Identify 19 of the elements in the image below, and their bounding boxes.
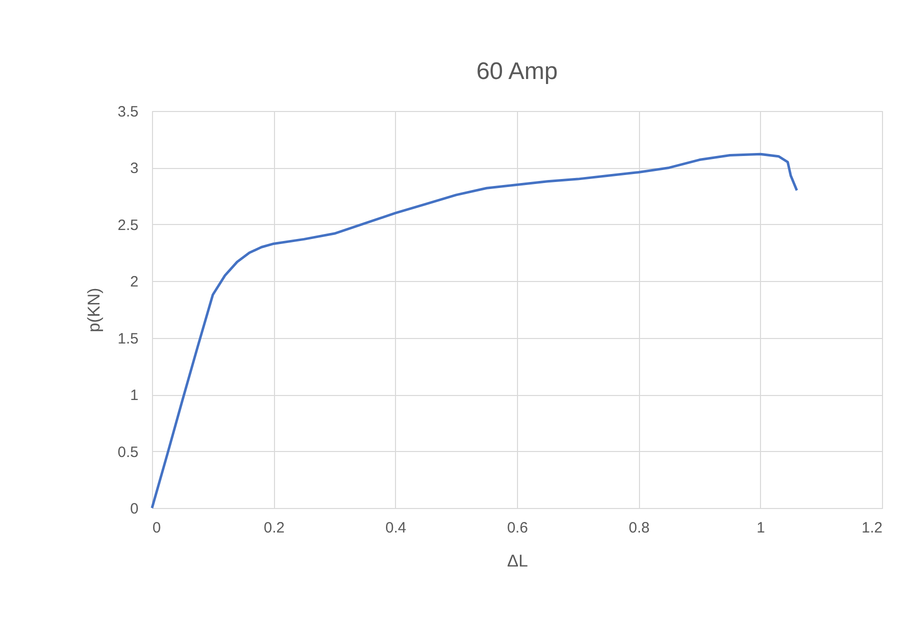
y-tick-label: 0 [130,500,138,518]
y-tick-label: 3 [130,160,138,178]
x-axis-title: ΔL [507,552,528,570]
y-tick-label: 3.5 [118,104,138,120]
x-tick-label: 0.6 [507,520,528,536]
y-tick-label: 2 [130,274,138,291]
x-tick-label: 0.2 [264,520,285,536]
chart-title: 60 Amp [476,58,558,85]
x-tick-label: 0.4 [385,520,406,536]
y-axis-title: p(KN) [84,288,104,332]
y-tick-label: 2.5 [118,216,138,234]
x-tick-label: 0.8 [628,520,650,536]
line-series [150,152,798,510]
y-tick-label: 1.5 [118,330,138,348]
x-tick-label: 1.2 [862,520,882,536]
y-tick-label: 0.5 [118,444,138,461]
x-tick-label: 1 [756,520,766,536]
x-tick-label: 0 [152,520,161,536]
y-tick-label: 1 [130,387,138,404]
